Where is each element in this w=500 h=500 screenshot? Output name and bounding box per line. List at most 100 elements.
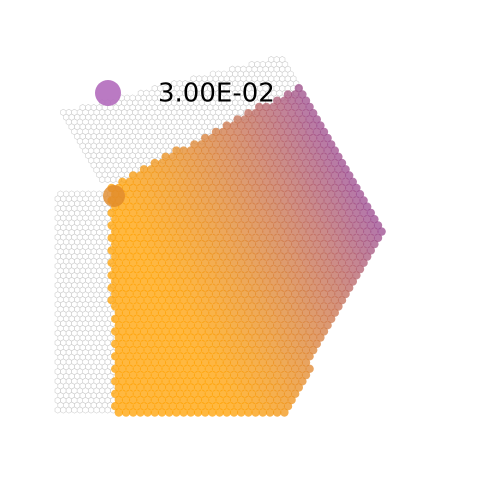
site-marker [265, 146, 275, 155]
site-marker [233, 389, 242, 398]
site-marker [190, 289, 199, 299]
site-marker [269, 327, 278, 336]
site-marker [265, 109, 275, 118]
site-marker [283, 352, 293, 361]
site-marker [309, 345, 318, 355]
site-marker [276, 177, 285, 186]
site-marker [348, 177, 357, 186]
site-marker [233, 327, 242, 336]
site-marker [161, 327, 170, 336]
site-marker [165, 196, 174, 205]
site-marker [265, 308, 275, 317]
site-marker [323, 196, 332, 205]
site-marker [154, 239, 163, 249]
site-marker [244, 283, 253, 292]
site-marker [168, 190, 177, 199]
site-marker [352, 246, 361, 255]
site-marker [121, 333, 131, 342]
site-marker [226, 152, 235, 161]
site-marker [229, 196, 239, 205]
site-marker [165, 308, 174, 317]
site-marker [269, 140, 278, 149]
site-marker [215, 408, 224, 417]
site-marker [114, 333, 124, 342]
site-marker [348, 277, 357, 286]
site-marker [183, 177, 192, 186]
site-marker [312, 339, 321, 349]
site-marker [309, 333, 318, 342]
site-marker [244, 109, 253, 118]
site-marker [294, 321, 303, 330]
site-marker [161, 277, 170, 286]
site-marker [147, 202, 156, 211]
hex-cell [82, 406, 89, 414]
site-marker [157, 208, 167, 218]
site-marker [240, 377, 249, 386]
site-marker [273, 233, 282, 243]
site-marker [337, 233, 347, 243]
site-marker [301, 345, 311, 355]
site-marker [283, 339, 293, 349]
site-marker [337, 158, 347, 168]
site-marker [208, 196, 217, 205]
site-marker [280, 121, 289, 130]
site-marker [132, 352, 141, 361]
hex-cell [65, 406, 72, 414]
site-marker [319, 289, 329, 299]
site-marker [208, 271, 217, 280]
site-marker [193, 171, 203, 180]
site-marker [129, 308, 138, 317]
site-marker [276, 252, 285, 261]
site-marker [168, 302, 177, 311]
site-marker [287, 183, 296, 193]
site-marker [305, 140, 314, 149]
site-marker [258, 133, 267, 143]
site-marker [237, 296, 246, 305]
site-marker [265, 283, 275, 292]
site-marker [121, 183, 131, 193]
site-marker [334, 152, 343, 161]
site-marker [186, 358, 195, 367]
site-marker [161, 152, 170, 161]
site-marker [291, 102, 300, 112]
site-marker [269, 252, 278, 261]
site-marker [269, 239, 278, 249]
site-marker [240, 264, 249, 274]
site-marker [247, 252, 257, 261]
site-marker [165, 296, 174, 305]
site-marker [197, 377, 206, 386]
site-marker [103, 185, 125, 207]
site-marker [280, 258, 289, 267]
site-marker [211, 264, 221, 274]
site-marker [240, 364, 249, 373]
site-marker [294, 271, 303, 280]
site-marker [114, 246, 124, 255]
site-marker [258, 183, 267, 193]
site-marker [309, 183, 318, 193]
site-marker [269, 352, 278, 361]
site-marker [208, 321, 217, 330]
site-marker [143, 333, 152, 342]
site-marker [165, 183, 174, 193]
site-marker [219, 239, 228, 249]
site-marker [136, 308, 145, 317]
site-marker [280, 158, 289, 168]
site-marker [298, 215, 307, 224]
site-marker [355, 215, 365, 224]
site-marker [298, 252, 307, 261]
site-marker [233, 202, 242, 211]
site-marker [132, 377, 141, 386]
site-marker [111, 227, 120, 236]
site-marker [129, 408, 138, 417]
site-marker [301, 96, 311, 105]
site-marker [211, 140, 221, 149]
site-marker [233, 177, 242, 186]
site-marker [298, 327, 307, 336]
site-marker [240, 339, 249, 349]
site-marker [129, 283, 138, 292]
site-marker [251, 208, 260, 218]
site-marker [319, 165, 329, 174]
site-marker [226, 215, 235, 224]
site-marker [287, 308, 296, 317]
site-marker [136, 383, 145, 392]
